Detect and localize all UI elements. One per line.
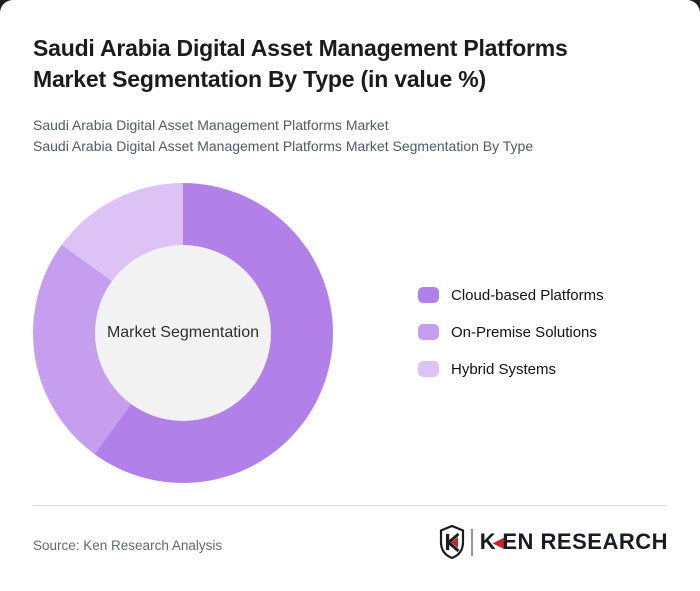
legend-swatch [418,361,439,377]
legend-item[interactable]: Cloud-based Platforms [418,286,604,304]
legend-label: On-Premise Solutions [451,323,597,341]
brand-text: EN RESEARCH [502,529,668,554]
source-note: Source: Ken Research Analysis [33,538,223,553]
legend-label: Cloud-based Platforms [451,286,604,304]
brand-wordmark: K ◀ EN RESEARCH [480,529,668,555]
donut-center: Market Segmentation [95,245,271,421]
logo-separator [470,528,473,556]
legend-label: Hybrid Systems [451,360,557,378]
page-title: Saudi Arabia Digital Asset Management Pl… [33,35,568,92]
donut-center-label: Market Segmentation [106,324,260,341]
shield-k-icon [439,525,464,559]
subtitle-line-1: Saudi Arabia Digital Asset Management Pl… [33,117,389,133]
donut-chart: Market Segmentation [33,183,333,483]
subtitle-line-2: Saudi Arabia Digital Asset Management Pl… [33,138,534,154]
legend-swatch [418,324,439,340]
ken-research-logo: K ◀ EN RESEARCH [439,525,668,559]
subtitle-block: Saudi Arabia Digital Asset Management Pl… [33,115,533,157]
footer-divider [33,505,667,506]
legend-item[interactable]: On-Premise Solutions [418,323,604,341]
brand-letter-k: K [479,529,497,554]
chart-legend: Cloud-based Platforms On-Premise Solutio… [418,286,604,378]
legend-item[interactable]: Hybrid Systems [418,360,604,378]
red-triangle-icon: ◀ [493,533,505,550]
legend-swatch [418,287,439,303]
